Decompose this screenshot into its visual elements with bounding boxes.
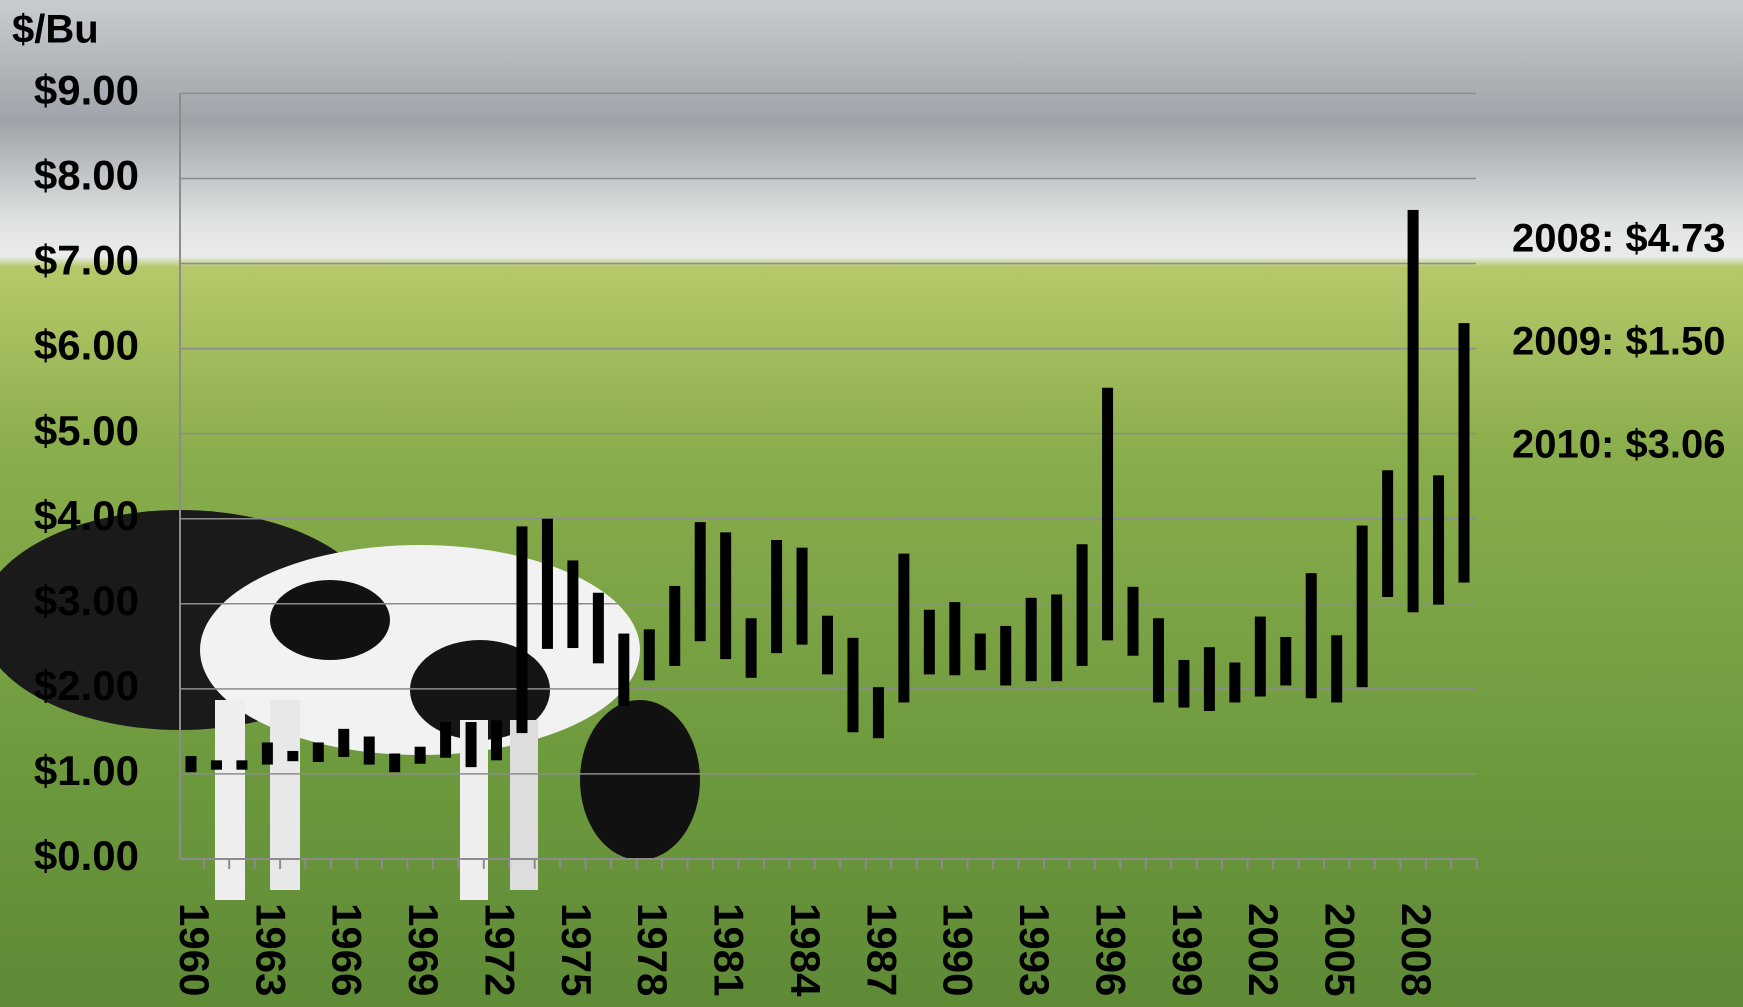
- x-tick-label: 2005: [1317, 903, 1364, 996]
- range-bar: [618, 633, 630, 706]
- range-bar: [847, 637, 859, 733]
- range-bar: [1305, 573, 1317, 699]
- range-bar: [592, 592, 604, 664]
- range-bar: [516, 526, 528, 734]
- y-tick-label: $7.00: [34, 237, 139, 284]
- range-bar: [720, 532, 732, 660]
- range-bar: [1433, 475, 1445, 605]
- range-bar: [643, 629, 655, 681]
- range-bar: [338, 728, 350, 757]
- range-bar: [1458, 323, 1470, 583]
- range-bar: [1076, 544, 1088, 666]
- range-bar: [1382, 470, 1394, 597]
- range-bar: [974, 633, 986, 671]
- range-bar: [1356, 525, 1368, 688]
- y-tick-label: $9.00: [34, 66, 139, 113]
- range-bar: [923, 609, 935, 675]
- range-bar: [1152, 618, 1164, 703]
- range-bar: [1203, 647, 1215, 711]
- y-tick-label: $1.00: [34, 747, 139, 794]
- range-bar: [1229, 662, 1241, 703]
- annotation: 2009: $1.50: [1512, 320, 1726, 364]
- annotation: 2010: $3.06: [1512, 423, 1726, 467]
- range-bar: [465, 722, 477, 768]
- range-bar: [1331, 635, 1343, 703]
- cows-illustration: [0, 510, 700, 900]
- x-tick-label: 1978: [629, 903, 676, 996]
- range-bar: [1407, 209, 1419, 613]
- x-tick-label: 1993: [1011, 903, 1058, 996]
- range-bar: [567, 560, 579, 649]
- x-tick-label: 1987: [858, 903, 905, 996]
- annotation: 2008: $4.73: [1512, 217, 1726, 261]
- range-bar: [1178, 659, 1190, 708]
- x-tick-label: 1963: [247, 903, 294, 996]
- range-bar: [312, 742, 324, 763]
- x-tick-label: 2008: [1393, 903, 1440, 996]
- range-bar: [185, 756, 197, 773]
- x-tick-label: 2002: [1240, 903, 1287, 996]
- range-bar: [949, 602, 961, 676]
- y-tick-label: $0.00: [34, 832, 139, 879]
- range-bar: [796, 547, 808, 645]
- x-tick-label: 1960: [171, 903, 218, 996]
- range-bar: [745, 618, 757, 678]
- x-tick-label: 1984: [782, 903, 829, 997]
- range-bar: [669, 585, 681, 666]
- range-bar: [236, 760, 248, 770]
- y-tick-label: $6.00: [34, 322, 139, 369]
- x-tick-label: 1966: [324, 903, 371, 996]
- range-bar: [389, 753, 401, 773]
- x-tick-label: 1996: [1087, 903, 1134, 996]
- range-bar: [694, 522, 706, 642]
- range-bar: [491, 720, 503, 761]
- x-tick-label: 1999: [1164, 903, 1211, 996]
- range-bar: [771, 540, 783, 654]
- y-axis-title: $/Bu: [12, 8, 99, 52]
- x-tick-label: 1981: [706, 903, 753, 996]
- x-tick-label: 1969: [400, 903, 447, 996]
- range-bar: [1051, 594, 1063, 682]
- range-bar: [363, 736, 375, 765]
- range-bar: [1254, 616, 1266, 697]
- y-tick-label: $4.00: [34, 492, 139, 539]
- range-bar: [261, 742, 273, 765]
- y-tick-label: $3.00: [34, 577, 139, 624]
- range-bar: [898, 553, 910, 703]
- range-bar: [1025, 597, 1037, 682]
- range-bar: [822, 615, 833, 675]
- range-bar: [287, 750, 299, 762]
- range-bar: [414, 746, 426, 764]
- x-tick-label: 1972: [476, 903, 523, 996]
- range-bar: [1280, 636, 1292, 686]
- range-bar: [541, 518, 553, 649]
- y-tick-label: $5.00: [34, 407, 139, 454]
- x-tick-label: 1990: [935, 903, 982, 996]
- y-tick-label: $2.00: [34, 662, 139, 709]
- range-bar: [1102, 387, 1114, 641]
- y-tick-label: $8.00: [34, 152, 139, 199]
- range-bar: [872, 687, 884, 739]
- x-tick-label: 1975: [553, 903, 600, 996]
- range-bar: [1127, 586, 1139, 656]
- range-bar: [1000, 625, 1012, 686]
- range-bar: [440, 722, 452, 758]
- range-bar: [210, 760, 222, 770]
